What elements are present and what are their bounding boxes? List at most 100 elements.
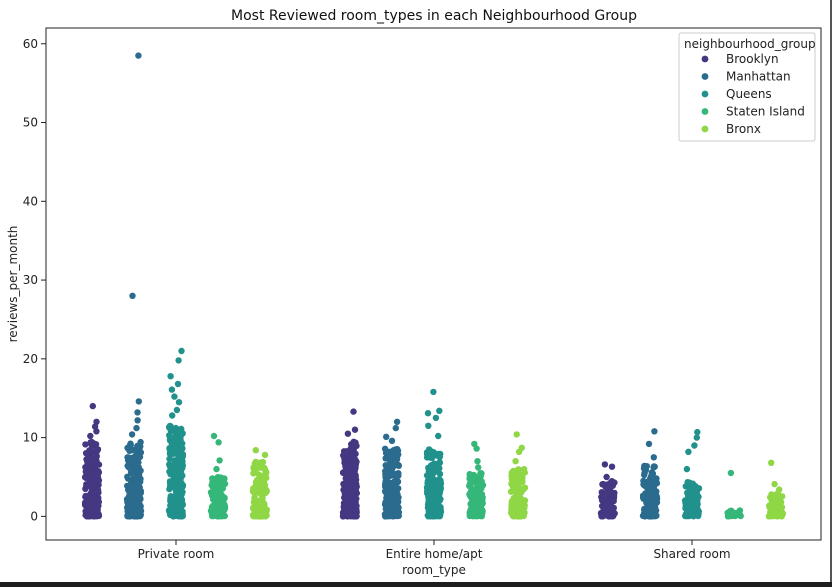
series-brooklyn [81,402,618,520]
data-point [349,488,356,496]
data-point-outlier [261,451,269,459]
series-bronx [249,431,786,520]
data-point [91,458,98,466]
series-manhattan [123,52,661,520]
data-point [598,489,605,496]
data-point [392,511,399,518]
series-queens [165,347,703,520]
data-point [653,512,660,519]
data-point [389,488,397,495]
data-point-outlier [393,418,401,425]
legend-entry-label: Bronx [726,122,761,136]
data-point [127,495,135,502]
data-point [87,472,95,480]
data-point-outlier [601,461,609,468]
legend-box [678,32,816,142]
data-point [648,472,655,480]
data-point-outlier [171,393,178,400]
data-point [735,511,742,519]
data-point [645,498,652,505]
data-point-outlier [515,448,523,455]
data-point-outlier [436,407,443,414]
data-point [774,504,781,512]
data-point-outlier [513,431,520,438]
data-point-outlier [603,473,610,481]
data-point [259,501,267,508]
data-point [436,470,444,478]
data-point [137,438,144,446]
data-point [479,510,486,517]
data-points [81,52,786,520]
data-point [91,512,99,519]
data-point [642,466,650,474]
data-point [137,449,145,456]
data-point [352,442,359,449]
data-point-outlier [89,402,97,410]
data-point [177,468,185,475]
data-point-outlier [691,442,698,449]
data-point [601,494,608,501]
data-point [767,494,774,501]
data-point-outlier [175,399,183,406]
data-point [137,487,144,495]
data-point-outlier [135,398,142,405]
data-point [87,447,95,454]
data-point [87,439,94,446]
data-point-outlier [693,434,700,441]
legend-title: neighbourhood_group [684,37,816,51]
data-point [125,513,133,520]
data-point-outlier [474,458,481,465]
data-point [179,451,187,458]
data-point-outlier [174,380,182,388]
data-point [82,450,90,457]
legend-marker [701,73,709,80]
data-point [132,492,139,499]
data-point [219,475,226,482]
y-axis-label: reviews_per_month [6,226,20,343]
data-point [429,471,436,478]
data-point [689,497,697,504]
data-point [342,507,349,514]
data-point [90,490,98,497]
data-point [394,504,401,512]
y-tick-label: 60 [23,37,38,51]
data-point [382,462,389,469]
data-point [353,483,360,490]
data-point-outlier [167,373,174,380]
data-point [609,495,616,503]
data-point [82,485,89,492]
data-point [468,510,476,517]
data-point [179,460,186,467]
data-point [390,493,397,500]
data-point [85,512,92,519]
chart-title: Most Reviewed room_types in each Neighbo… [231,8,637,24]
data-point [93,468,100,476]
data-point-outlier [215,439,222,446]
data-point [130,464,137,472]
window-bottom-border [0,582,832,587]
data-point [166,461,173,468]
data-point-outlier [651,428,658,435]
data-point [687,480,694,488]
data-point-outlier [135,52,142,59]
x-axis-ticks: Private room Entire home/apt Shared room [138,540,731,561]
x-tick-label: Entire home/apt [386,547,483,561]
data-point-outlier [173,406,181,414]
data-point [433,486,441,494]
data-point [518,477,526,485]
legend-marker [701,55,709,63]
data-point [170,512,177,519]
data-point [221,512,228,520]
data-point [92,447,100,454]
data-point-outlier [473,445,480,452]
data-point [470,471,477,479]
data-point [468,495,475,502]
data-point [126,442,133,450]
data-point [434,512,441,519]
data-point-outlier [645,440,653,448]
data-point [428,466,435,473]
legend-entry-label: Manhattan [726,70,791,84]
data-point-outlier [134,417,141,424]
data-point [609,510,617,518]
